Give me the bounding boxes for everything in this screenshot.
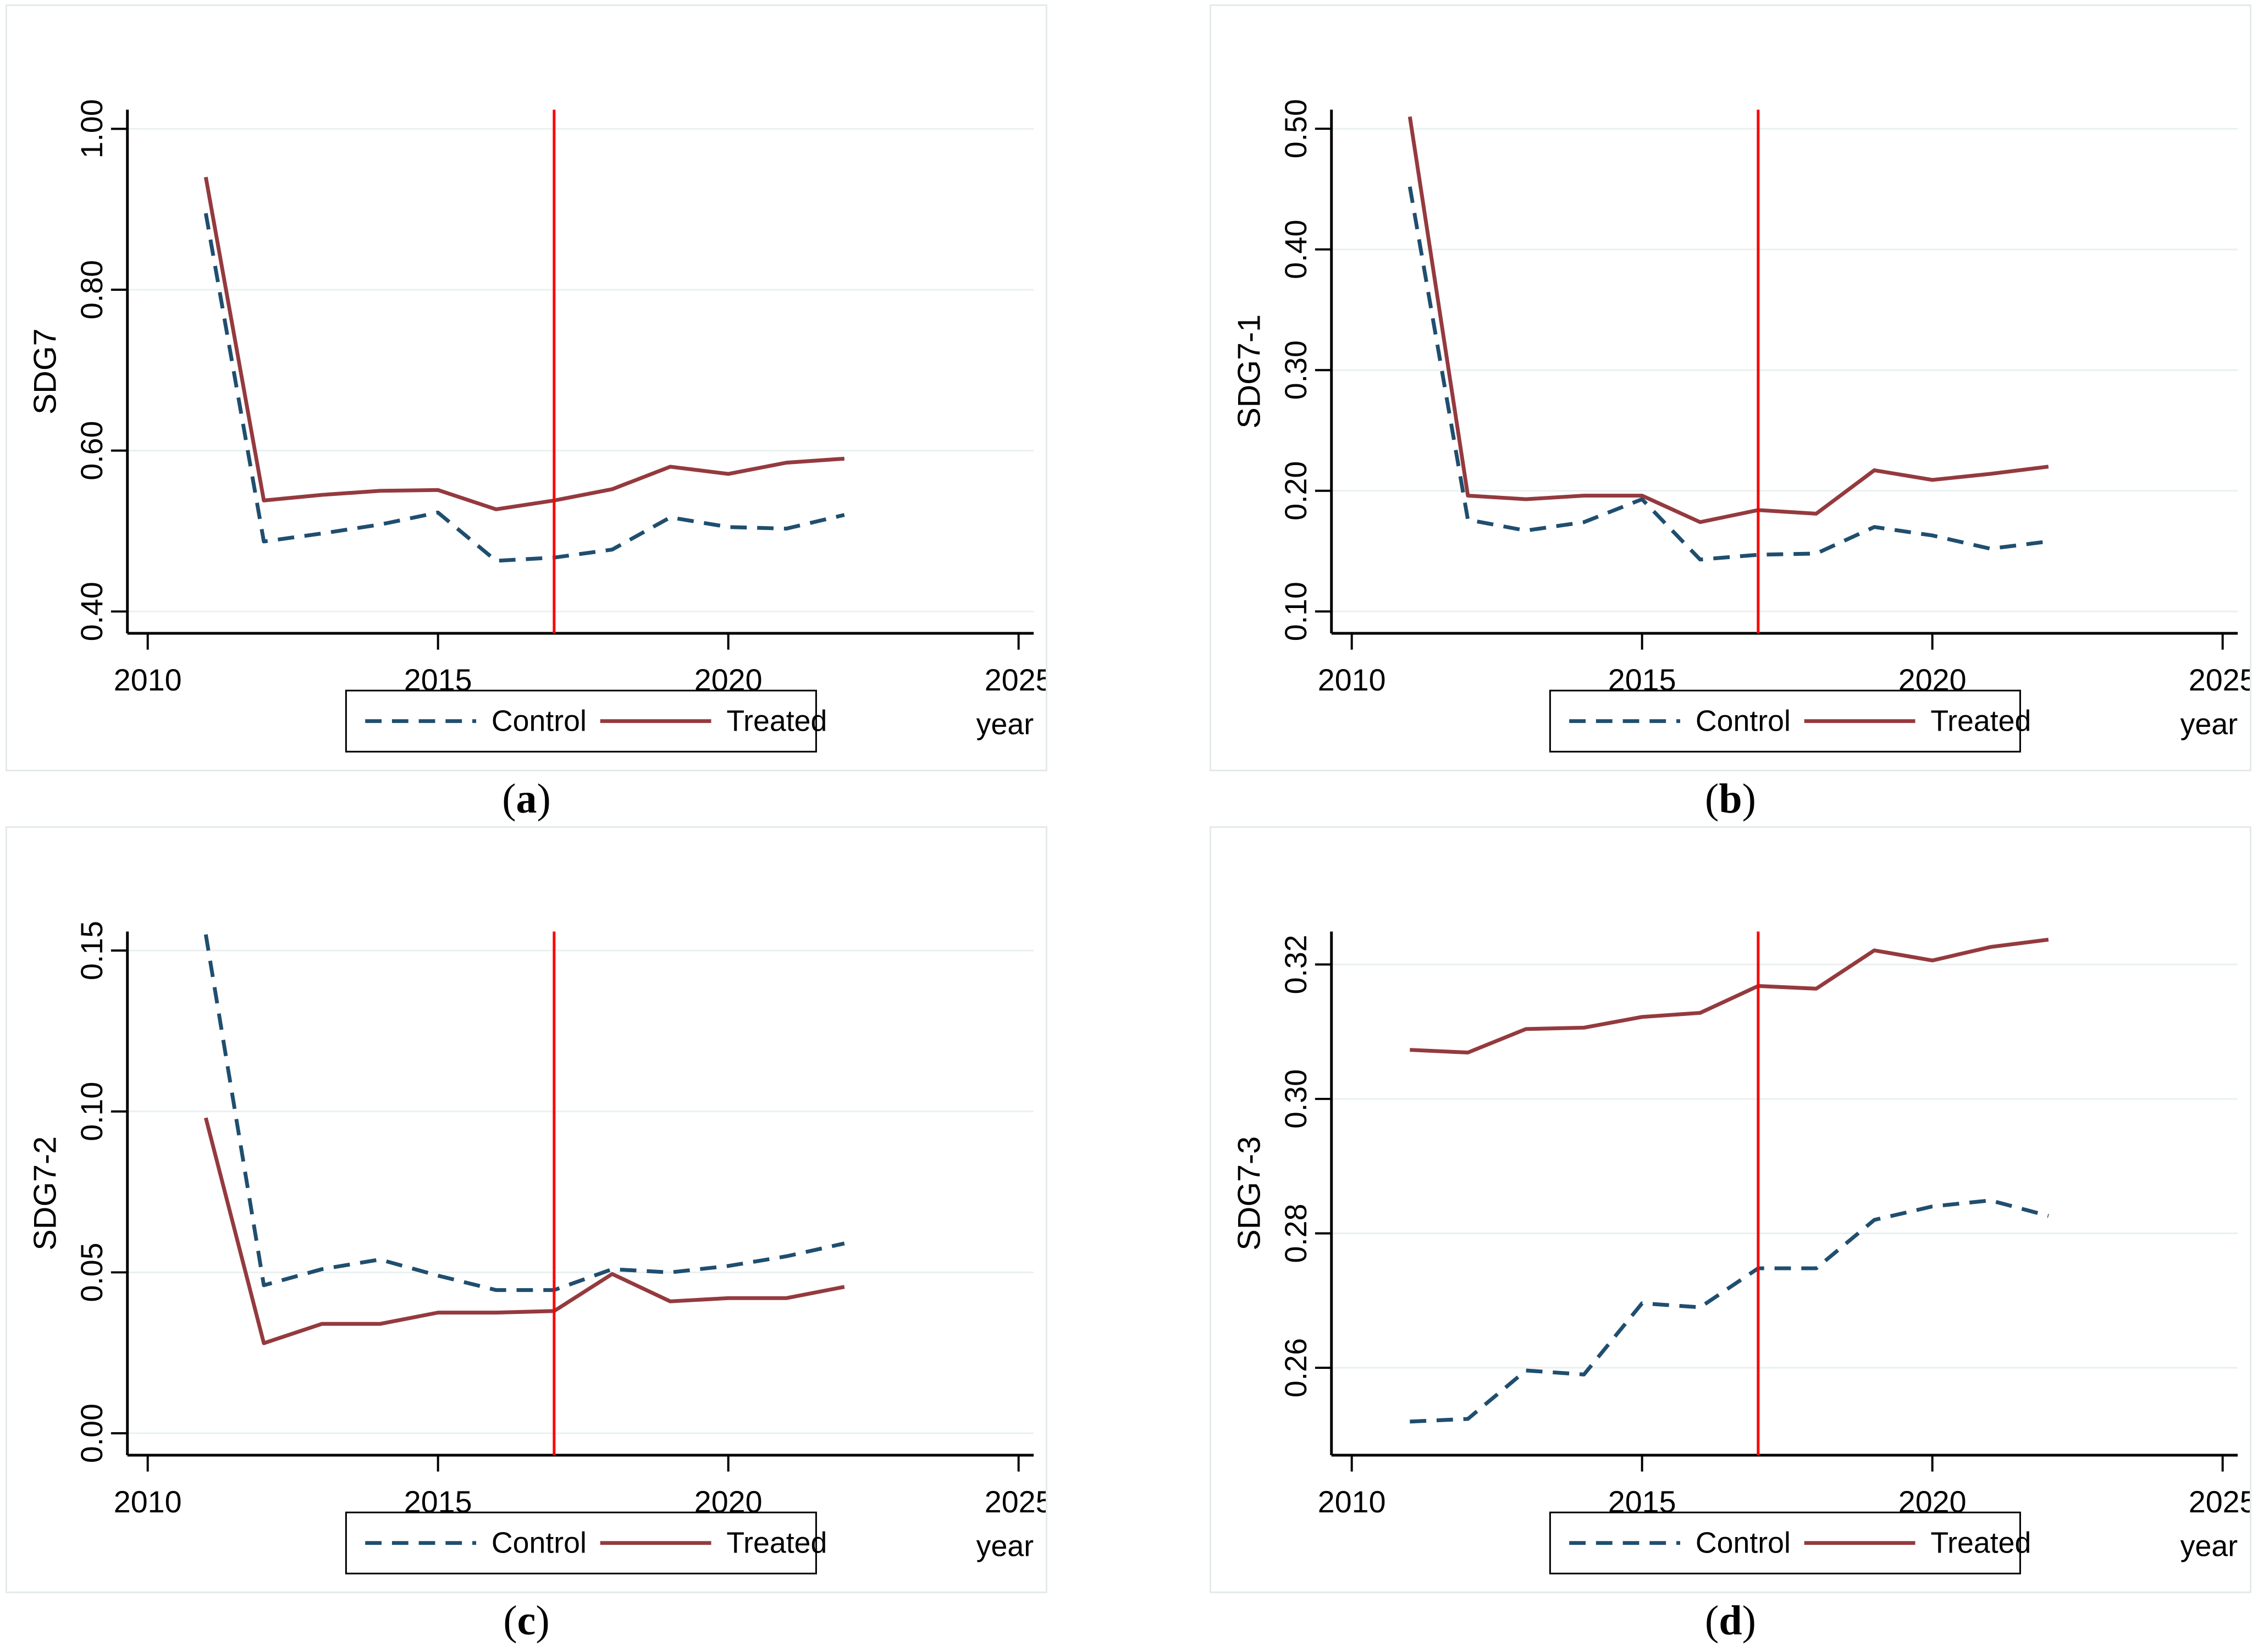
y-tick-label: 0.30 [1279, 1069, 1313, 1129]
control-line [1410, 1198, 2049, 1424]
y-tick-label: 0.10 [75, 1082, 109, 1141]
y-tick-label: 0.15 [75, 921, 109, 980]
caption-open-paren: ( [503, 1597, 517, 1644]
x-axis-title: year [2180, 708, 2238, 741]
caption-close-paren: ) [1742, 775, 1756, 822]
panel-caption-c: (c) [5, 1593, 1047, 1648]
x-axis-title: year [976, 708, 1034, 741]
panel-b: 0.10 0.20 0.30 0.40 0.50 2010 2015 2020 2025 SDG7… [1210, 4, 2251, 771]
y-tick-label: 1.00 [75, 99, 109, 158]
caption-open-paren: ( [1705, 1597, 1719, 1644]
y-tick-label: 0.60 [75, 421, 109, 480]
control-line [203, 213, 845, 563]
legend-treated-label: Treated [726, 705, 827, 738]
control-line [1407, 186, 2049, 562]
y-tick-label: 0.40 [75, 582, 109, 641]
caption-open-paren: ( [502, 775, 516, 822]
panel-caption-a: (a) [5, 771, 1047, 826]
caption-letter: d [1719, 1597, 1742, 1644]
caption-close-paren: ) [537, 775, 551, 822]
caption-open-paren: ( [1705, 775, 1719, 822]
y-axis-title: SDG7-3 [1232, 1136, 1267, 1251]
panel-cell-d: 0.26 0.28 0.30 0.32 2010 2015 2020 2025 SDG7-3 ye… [1210, 826, 2251, 1648]
panel-cell-c: 0.00 0.05 0.10 0.15 2010 2015 2020 2025 SDG7-2 ye… [5, 826, 1047, 1648]
x-axis-title: year [2180, 1530, 2238, 1563]
y-tick-label: 0.05 [75, 1242, 109, 1302]
caption-close-paren: ) [1742, 1597, 1756, 1644]
y-tick-label: 0.26 [1279, 1338, 1313, 1397]
y-tick-label: 0.50 [1279, 99, 1313, 158]
treated-line [1410, 937, 2049, 1055]
x-tick-label: 2025 [2189, 1485, 2250, 1519]
x-tick-label: 2025 [985, 663, 1046, 697]
y-tick-label: 0.20 [1279, 461, 1313, 521]
y-tick-label: 0.80 [75, 260, 109, 319]
treated-line [203, 1117, 845, 1345]
legend-treated-label: Treated [1930, 705, 2031, 738]
panel-caption-d: (d) [1210, 1593, 2251, 1648]
legend-treated-label: Treated [1930, 1527, 2031, 1560]
panel-cell-a: 0.40 0.60 0.80 1.00 2010 2015 2020 2025 SDG7 year… [5, 4, 1047, 826]
x-tick-label: 2010 [114, 1485, 182, 1519]
y-tick-label: 0.32 [1279, 935, 1313, 994]
legend-control-label: Control [1696, 705, 1791, 738]
x-tick-label: 2010 [1318, 663, 1386, 697]
panel-cell-b: 0.10 0.20 0.30 0.40 0.50 2010 2015 2020 2025 SDG7… [1210, 4, 2251, 826]
y-tick-label: 0.30 [1279, 340, 1313, 400]
legend-control-label: Control [492, 1527, 587, 1560]
y-tick-label: 0.40 [1279, 220, 1313, 279]
control-line [203, 934, 845, 1292]
panel-d: 0.26 0.28 0.30 0.32 2010 2015 2020 2025 SDG7-3 ye… [1210, 826, 2251, 1593]
legend-control-label: Control [1696, 1527, 1791, 1560]
y-tick-label: 0.28 [1279, 1203, 1313, 1263]
x-tick-label: 2025 [2189, 663, 2250, 697]
y-axis-title: SDG7-2 [28, 1136, 63, 1251]
legend-treated-label: Treated [726, 1527, 827, 1560]
y-axis-title: SDG7-1 [1232, 314, 1267, 429]
y-tick-label: 0.10 [1279, 582, 1313, 641]
x-tick-label: 2010 [1318, 1485, 1386, 1519]
y-axis-title: SDG7 [28, 328, 63, 415]
y-tick-label: 0.00 [75, 1404, 109, 1463]
x-tick-label: 2025 [985, 1485, 1046, 1519]
panel-a: 0.40 0.60 0.80 1.00 2010 2015 2020 2025 SDG7 year… [5, 4, 1047, 771]
caption-letter: b [1719, 775, 1742, 822]
treated-line [203, 176, 845, 511]
x-axis-title: year [976, 1530, 1034, 1563]
caption-letter: c [517, 1597, 536, 1644]
panel-c: 0.00 0.05 0.10 0.15 2010 2015 2020 2025 SDG7-2 ye… [5, 826, 1047, 1593]
caption-close-paren: ) [535, 1597, 550, 1644]
legend-control-label: Control [492, 705, 587, 738]
x-tick-label: 2010 [114, 663, 182, 697]
panel-caption-b: (b) [1210, 771, 2251, 826]
caption-letter: a [516, 775, 537, 822]
treated-line [1407, 116, 2049, 524]
